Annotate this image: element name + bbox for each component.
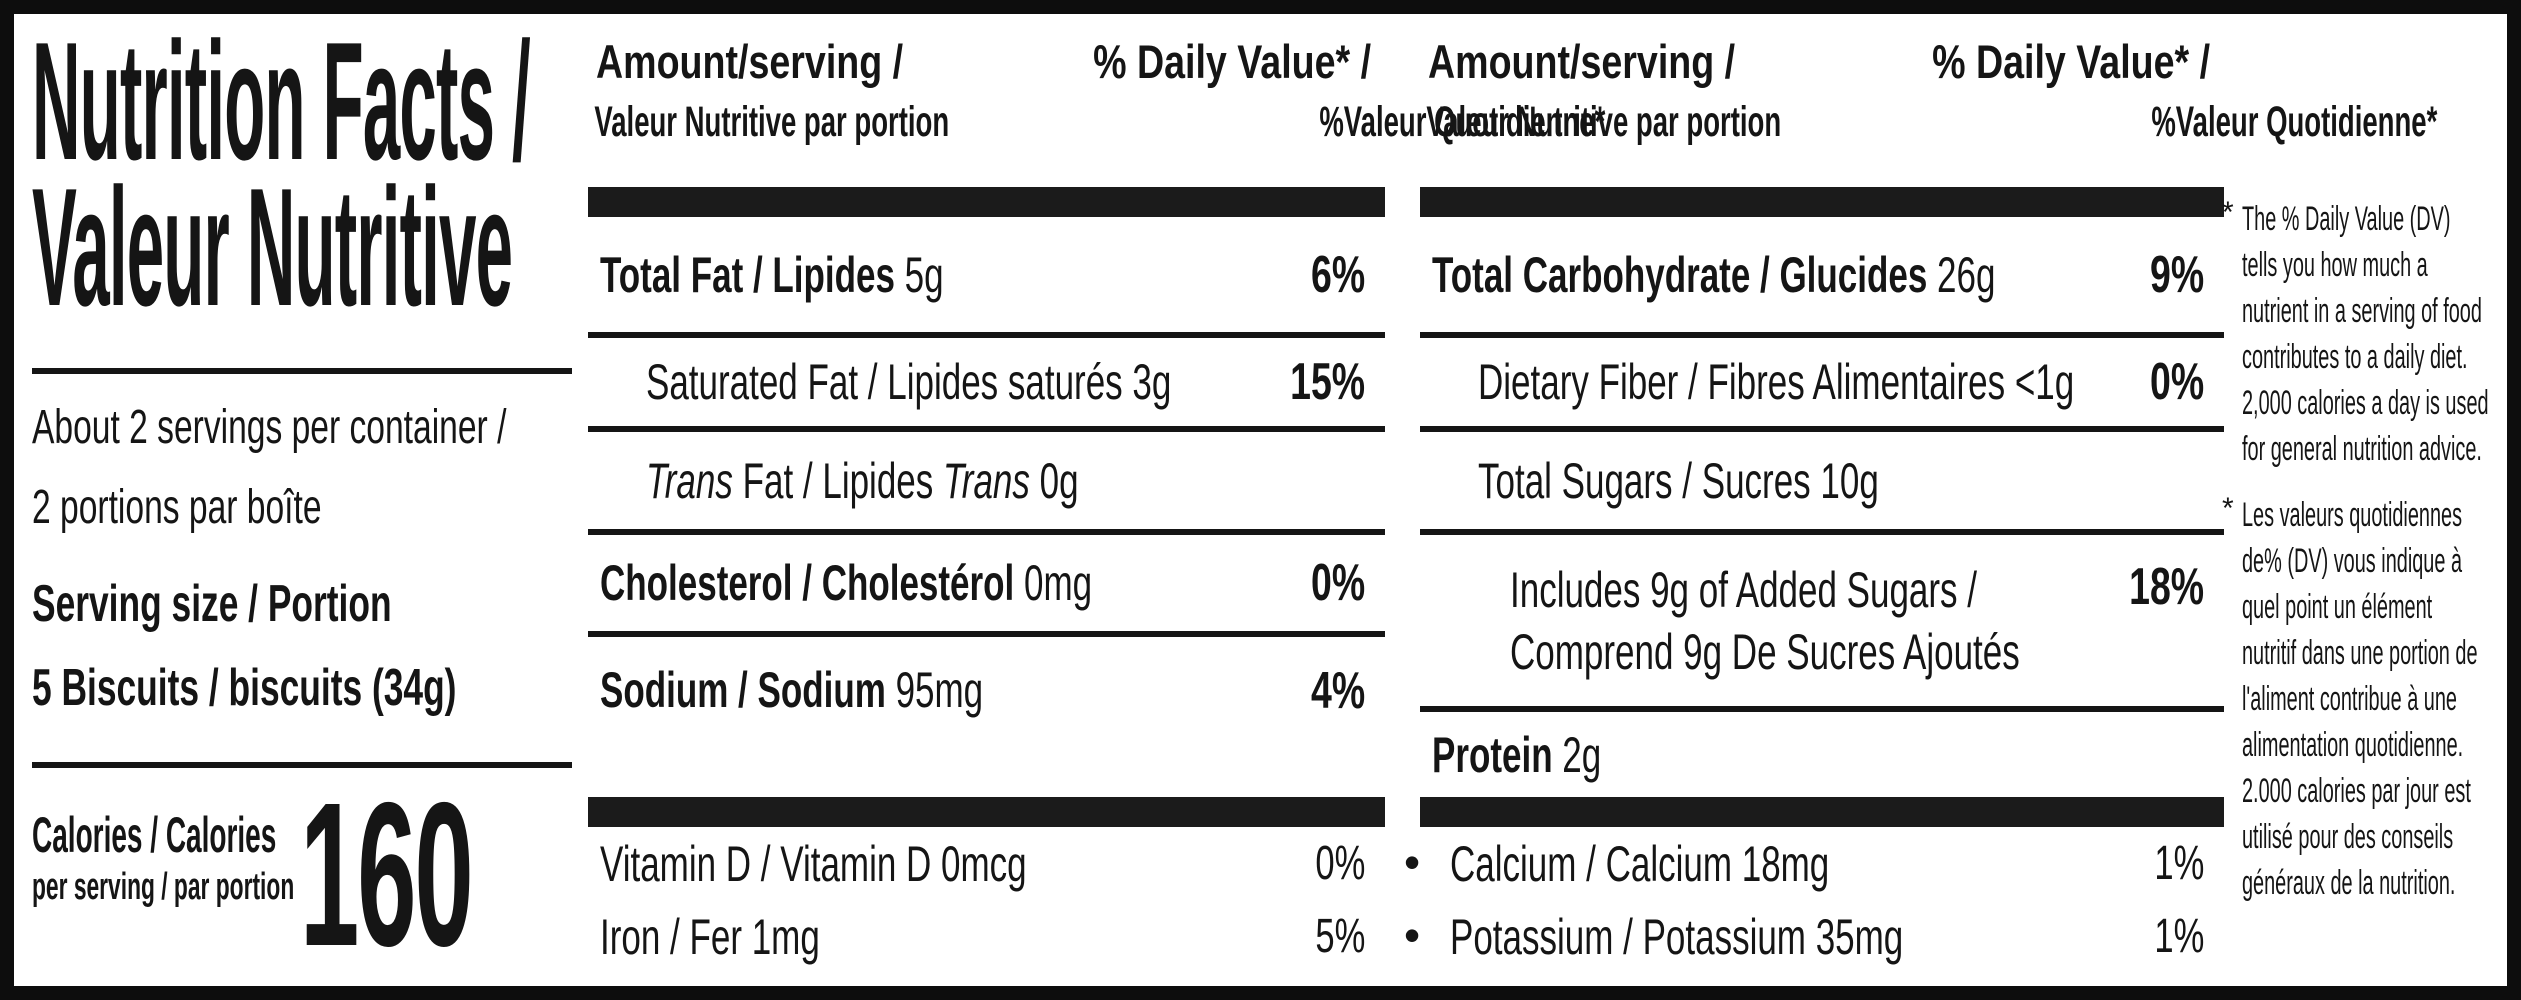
nutrient-name: Potassium / Potassium 35mg xyxy=(1450,908,1904,965)
nutrient-amount: 26g xyxy=(1937,246,1996,303)
horizontal-rule xyxy=(32,762,572,768)
title-fr: Valeur Nutritive xyxy=(32,153,513,341)
daily-value-percent: 0% xyxy=(2149,353,2204,411)
nutrient-name: Trans xyxy=(646,452,733,509)
nutrient-name: Protein xyxy=(1432,726,1553,783)
nutrient-name: Cholesterol / Cholestérol xyxy=(600,555,1015,611)
daily-value-percent: 5% xyxy=(1315,910,1365,963)
serving-size-section: Serving size / Portion 5 Biscuits / bisc… xyxy=(32,562,580,730)
nutrient-name-line2: Comprend 9g De Sucres Ajoutés xyxy=(1510,623,2020,680)
amount-serving-heading-fr: Valeur Nutritive par portion xyxy=(594,98,950,146)
nutrient-amount: 5g xyxy=(904,246,944,303)
footnote-text-en: The % Daily Value (DV) tells you how muc… xyxy=(2242,200,2489,468)
daily-value-percent: 15% xyxy=(1290,353,1365,411)
serving-size-value: 5 Biscuits / biscuits (34g) xyxy=(32,659,457,717)
bullet-icon: • xyxy=(1404,835,1421,888)
column-header: Amount/serving / % Daily Value* / Valeur… xyxy=(1420,14,2437,187)
footnote-text-fr: Les valeurs quotidiennes de% (DV) vous i… xyxy=(2242,496,2478,902)
row-dietary-fiber: Dietary Fiber / Fibres Alimentaires <1g … xyxy=(1420,338,2224,432)
daily-value-percent: 0% xyxy=(1315,837,1365,890)
nutrient-amount: <1g xyxy=(2014,354,2075,410)
daily-value-percent: 4% xyxy=(1310,662,1365,720)
nutrient-amount: 2g xyxy=(1562,726,1602,783)
row-total-carbohydrate: Total Carbohydrate / Glucides 26g 9% xyxy=(1420,217,2224,338)
nutrients-panel-left: Amount/serving / % Daily Value* / Valeur… xyxy=(588,14,1606,986)
row-trans-fat: Trans Fat / Lipides Trans 0g xyxy=(588,432,1385,535)
daily-value-heading-en: % Daily Value* / xyxy=(1931,35,2210,88)
footnote-fr: * Les valeurs quotidiennes de% (DV) vous … xyxy=(2222,492,2507,906)
row-saturated-fat: Saturated Fat / Lipides saturés 3g 15% xyxy=(588,338,1385,432)
column-header: Amount/serving / % Daily Value* / Valeur… xyxy=(588,14,1605,187)
row-added-sugars: Includes 9g of Added Sugars / Comprend 9… xyxy=(1420,535,2224,712)
daily-value-percent: 9% xyxy=(2149,245,2204,304)
row-total-fat: Total Fat / Lipides 5g 6% xyxy=(588,217,1385,338)
calories-label: Calories / Calories xyxy=(32,807,277,863)
daily-value-heading-fr: %Valeur Quotidienne* xyxy=(2151,98,2438,146)
row-vitamin-d: Vitamin D / Vitamin D 0mcg 0% xyxy=(588,827,1385,900)
serving-size-label: Serving size / Portion xyxy=(32,575,392,633)
row-protein: Protein 2g xyxy=(1420,712,2224,797)
daily-value-heading-fr: %Valeur Quotidienne* xyxy=(1319,98,1606,146)
nutrient-name: Total Sugars / Sucres xyxy=(1478,452,1811,509)
calories-value: 160 xyxy=(300,760,474,989)
calories-section: Calories / Calories per serving / par po… xyxy=(32,772,580,986)
daily-value-percent: 6% xyxy=(1310,245,1365,304)
daily-value-percent: 18% xyxy=(2129,558,2204,616)
amount-serving-heading-fr: Valeur Nutritive par portion xyxy=(1426,98,1782,146)
bullet-icon: • xyxy=(1404,908,1421,961)
daily-value-percent: 0% xyxy=(1310,554,1365,612)
servings-text-en: About 2 servings per container / xyxy=(32,401,507,454)
nutrient-name: Sodium / Sodium xyxy=(600,662,886,718)
nutrient-name: Saturated Fat / Lipides saturés xyxy=(646,354,1123,410)
nutrient-name-line1: Includes 9g of Added Sugars / xyxy=(1510,561,1977,618)
left-panel: Nutrition Facts / Valeur Nutritive About… xyxy=(32,14,580,986)
nutrient-amount: 10g xyxy=(1820,452,1879,509)
nutrient-name: Dietary Fiber / Fibres Alimentaires xyxy=(1478,354,2006,410)
row-potassium: • Potassium / Potassium 35mg 1% xyxy=(1404,900,2224,973)
amount-serving-heading-en: Amount/serving / xyxy=(1428,35,1736,88)
calories-sublabel: per serving / par portion xyxy=(32,866,295,908)
section-bar xyxy=(588,797,1385,827)
asterisk-marker: * xyxy=(2222,492,2234,525)
daily-value-heading-en: % Daily Value* / xyxy=(1092,35,1371,88)
amount-serving-heading-en: Amount/serving / xyxy=(596,35,904,88)
section-bar xyxy=(588,187,1385,217)
row-iron: Iron / Fer 1mg 5% xyxy=(588,900,1385,973)
nutrients-panel-right: Amount/serving / % Daily Value* / Valeur… xyxy=(1404,14,2438,986)
nutrient-name: Total Carbohydrate / Glucides xyxy=(1432,246,1928,303)
nutrient-name: Vitamin D / Vitamin D 0mcg xyxy=(600,835,1027,892)
nutrient-name: Iron / Fer 1mg xyxy=(600,908,820,965)
asterisk-marker: * xyxy=(2222,196,2234,229)
nutrient-amount: 0g xyxy=(1039,452,1079,509)
footnote-en: * The % Daily Value (DV) tells you how mu… xyxy=(2222,196,2507,472)
row-total-sugars: Total Sugars / Sucres 10g xyxy=(1420,432,2224,535)
page-title: Nutrition Facts / Valeur Nutritive xyxy=(32,17,580,341)
nutrient-amount: 0mg xyxy=(1023,555,1093,611)
row-calcium: • Calcium / Calcium 18mg 1% xyxy=(1404,827,2224,900)
daily-value-percent: 1% xyxy=(2154,837,2204,890)
nutrient-amount: 95mg xyxy=(895,662,984,718)
daily-value-percent: 1% xyxy=(2154,910,2204,963)
nutrient-amount: 3g xyxy=(1132,354,1172,410)
section-bar xyxy=(1420,797,2224,827)
row-cholesterol: Cholesterol / Cholestérol 0mg 0% xyxy=(588,535,1385,637)
servings-per-container: About 2 servings per container / 2 porti… xyxy=(32,388,580,548)
nutrient-name: Calcium / Calcium 18mg xyxy=(1450,835,1830,892)
row-sodium: Sodium / Sodium 95mg 4% xyxy=(588,637,1385,797)
footnote-panel: * The % Daily Value (DV) tells you how mu… xyxy=(2222,14,2507,986)
servings-text-fr: 2 portions par boîte xyxy=(32,481,322,534)
section-bar xyxy=(1420,187,2224,217)
nutrient-name: Total Fat / Lipides xyxy=(600,246,895,303)
horizontal-rule xyxy=(32,368,572,374)
